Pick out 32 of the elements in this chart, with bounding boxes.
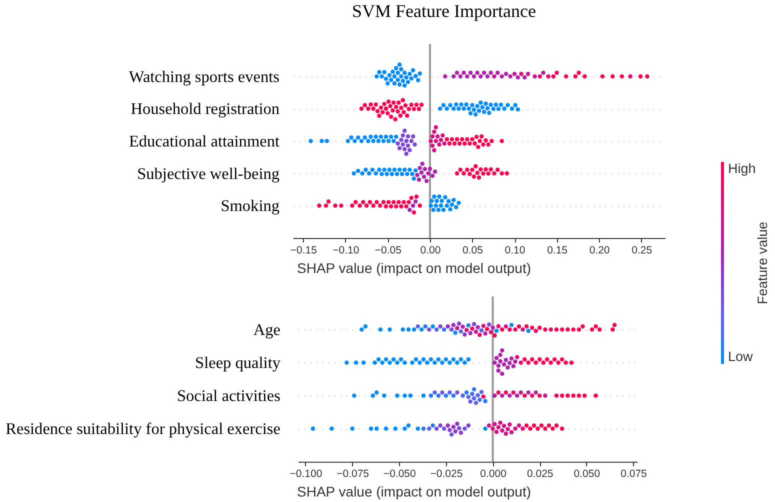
color-bar-title: Feature value xyxy=(755,222,770,304)
x-tick-label: 0.000 xyxy=(480,468,507,480)
x-axis-title: SHAP value (impact on model output) xyxy=(297,260,531,276)
y-tick-label: Smoking xyxy=(220,196,280,216)
x-tick-label: −0.100 xyxy=(290,468,322,480)
y-tick-label: Household registration xyxy=(130,99,280,118)
x-tick-label: 0.075 xyxy=(620,468,648,480)
y-tick-label: Social activities xyxy=(176,386,280,406)
x-tick-label: 0.025 xyxy=(526,468,554,480)
y-tick-label: Sleep quality xyxy=(195,353,282,372)
x-tick-label: −0.15 xyxy=(290,244,318,256)
x-tick-label: −0.050 xyxy=(383,468,416,480)
x-tick-label: −0.075 xyxy=(336,468,370,480)
y-tick-label: Residence suitability for physical exercise xyxy=(6,419,280,438)
x-tick-label: 0.15 xyxy=(547,244,568,256)
x-tick-label: 0.10 xyxy=(504,244,526,256)
x-tick-label: −0.10 xyxy=(332,244,360,256)
y-tick-label: Subjective well-being xyxy=(137,164,280,183)
text: Low xyxy=(728,349,754,364)
chart-title: SVM Feature Importance xyxy=(352,1,536,21)
text: High xyxy=(728,161,756,176)
x-axis-title: SHAP value (impact on model output) xyxy=(297,484,531,500)
y-tick-label: Watching sports events xyxy=(128,66,280,86)
x-tick-label: 0.25 xyxy=(632,244,652,256)
x-tick-label: 0.05 xyxy=(462,244,484,256)
x-tick-label: −0.05 xyxy=(374,244,402,256)
x-tick-label: −0.025 xyxy=(430,468,463,480)
x-tick-label: 0.20 xyxy=(589,244,610,256)
x-tick-label: 0.00 xyxy=(420,244,441,256)
x-tick-label: 0.050 xyxy=(574,468,600,480)
y-tick-label: Educational attainment xyxy=(128,132,280,150)
y-tick-label: Age xyxy=(253,320,280,340)
